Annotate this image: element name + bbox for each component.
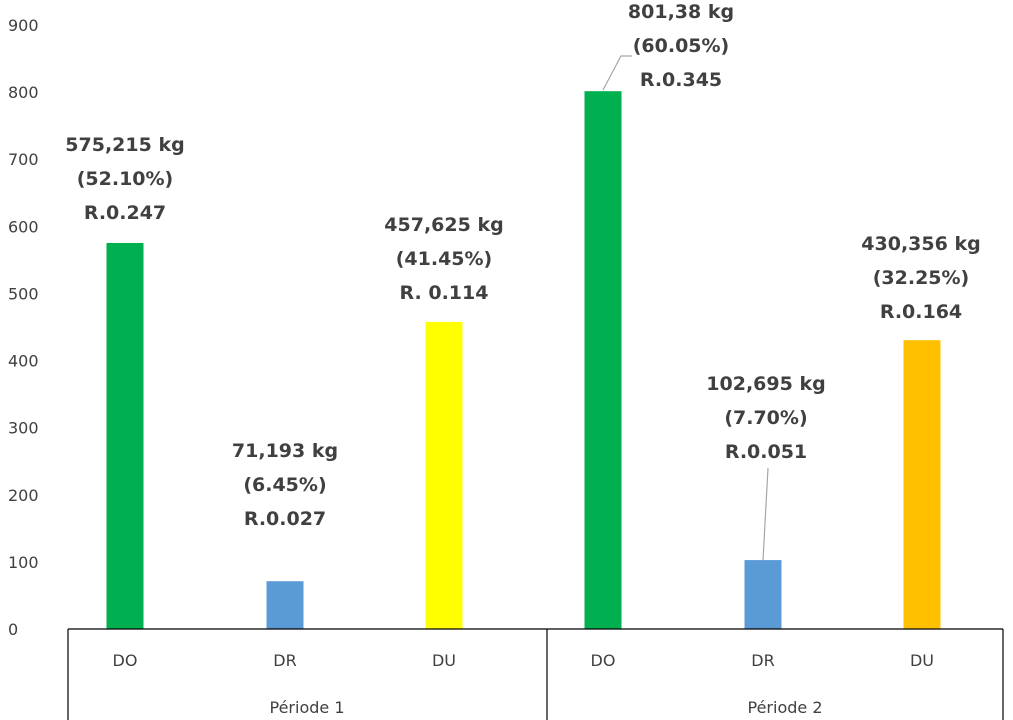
data-label: R.0.051 [725, 441, 807, 463]
data-label: 430,356 kg [861, 233, 980, 255]
y-tick-label: 800 [8, 83, 39, 102]
y-tick-label: 400 [8, 352, 39, 371]
bar-période-2-do [584, 91, 622, 629]
data-label: 71,193 kg [232, 440, 338, 462]
leader-line [602, 55, 632, 91]
data-label: 457,625 kg [384, 214, 503, 236]
data-label: (32.25%) [873, 267, 970, 289]
data-label: (60.05%) [633, 35, 730, 57]
data-label: 102,695 kg [706, 373, 825, 395]
data-label: 575,215 kg [65, 134, 184, 156]
y-tick-label: 500 [8, 284, 39, 303]
bar-période-1-do [106, 242, 144, 629]
y-tick-label: 700 [8, 150, 39, 169]
y-tick-label: 600 [8, 217, 39, 236]
data-label: R.0.345 [640, 69, 722, 91]
data-label: (6.45%) [243, 474, 326, 496]
data-label: (52.10%) [77, 168, 174, 190]
x-tick-label: DR [751, 651, 774, 670]
group-label: Période 1 [270, 698, 345, 717]
y-tick-label: 200 [8, 486, 39, 505]
leader-line [762, 467, 769, 561]
x-tick-label: DO [113, 651, 138, 670]
group-label: Période 2 [748, 698, 823, 717]
bar-période-2-du [903, 340, 941, 629]
data-label: R.0.027 [244, 508, 326, 530]
x-tick-label: DU [910, 651, 934, 670]
x-tick-label: DR [273, 651, 296, 670]
data-label: (41.45%) [396, 248, 493, 270]
y-tick-label: 100 [8, 553, 39, 572]
y-tick-label: 0 [8, 620, 18, 639]
y-tick-label: 300 [8, 419, 39, 438]
data-label: R.0.164 [880, 301, 962, 323]
data-label: 801,38 kg [628, 1, 734, 23]
y-tick-label: 900 [8, 16, 39, 35]
bar-période-1-dr [266, 581, 304, 629]
x-tick-label: DO [591, 651, 616, 670]
x-tick-label: DU [432, 651, 456, 670]
data-label: R.0.247 [84, 202, 166, 224]
bar-période-2-dr [744, 560, 782, 629]
data-label: R. 0.114 [400, 282, 489, 304]
bar-période-1-du [425, 321, 463, 629]
data-label: (7.70%) [724, 407, 807, 429]
